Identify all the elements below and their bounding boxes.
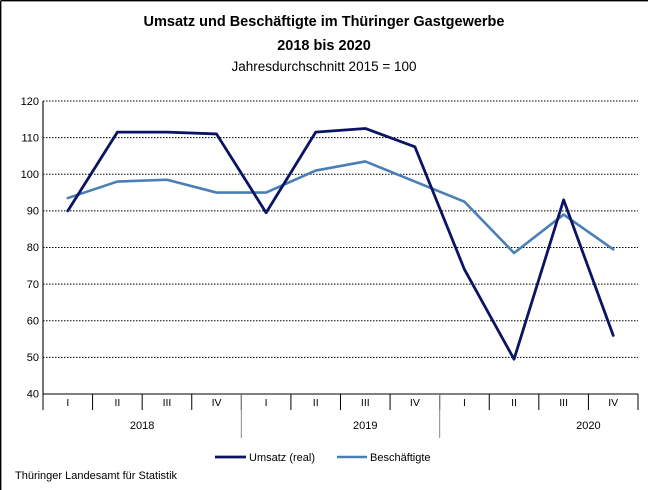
svg-text:60: 60: [27, 316, 39, 328]
svg-text:120: 120: [21, 96, 39, 108]
svg-text:90: 90: [27, 206, 39, 218]
svg-text:80: 80: [27, 242, 39, 254]
svg-text:II: II: [511, 397, 517, 409]
svg-text:IV: IV: [410, 397, 420, 409]
svg-text:I: I: [66, 397, 69, 409]
svg-text:2020: 2020: [576, 420, 600, 432]
svg-text:50: 50: [27, 352, 39, 364]
svg-text:I: I: [265, 397, 268, 409]
svg-text:70: 70: [27, 279, 39, 291]
svg-text:III: III: [361, 397, 370, 409]
svg-text:I: I: [463, 397, 466, 409]
svg-text:IV: IV: [608, 397, 618, 409]
svg-text:100: 100: [21, 169, 39, 181]
svg-text:2019: 2019: [353, 420, 377, 432]
svg-text:110: 110: [21, 133, 39, 145]
svg-text:II: II: [313, 397, 319, 409]
svg-text:III: III: [163, 397, 172, 409]
svg-text:II: II: [114, 397, 120, 409]
svg-text:2018: 2018: [130, 420, 154, 432]
svg-text:40: 40: [27, 389, 39, 401]
svg-text:Beschäftigte: Beschäftigte: [370, 452, 431, 464]
svg-text:Umsatz (real): Umsatz (real): [249, 452, 315, 464]
svg-text:III: III: [559, 397, 568, 409]
svg-text:IV: IV: [212, 397, 222, 409]
